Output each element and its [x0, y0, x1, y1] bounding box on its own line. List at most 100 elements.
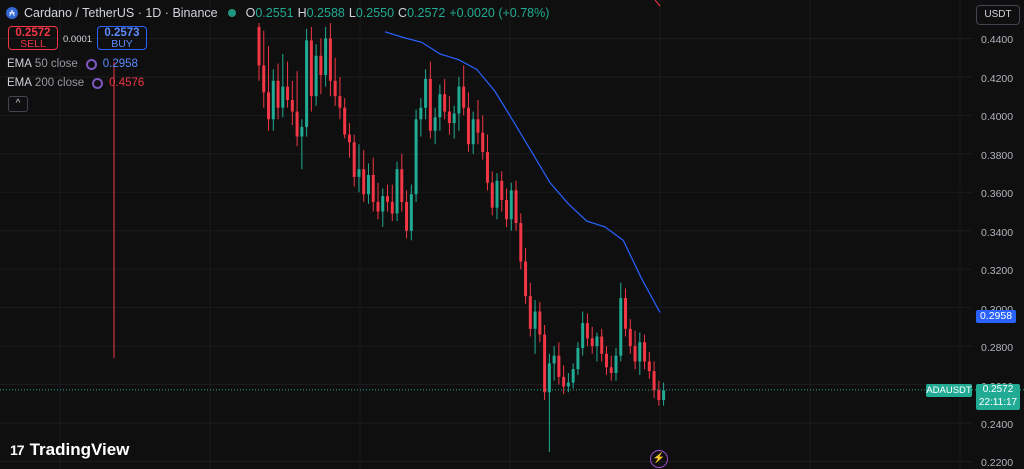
indicator-settings-icon[interactable]: [92, 77, 104, 89]
candle-body: [619, 298, 623, 356]
candle-body: [314, 55, 318, 97]
candle-body: [333, 80, 337, 97]
indicator-ema200[interactable]: EMA 200 close 0.4576: [7, 77, 144, 89]
candle-body: [452, 113, 456, 124]
event-marker-line-top: [654, 0, 661, 7]
candle-body: [347, 134, 351, 143]
ohlc-close-label: C: [398, 6, 408, 20]
indicator-settings-icon[interactable]: [85, 58, 97, 70]
candle-body: [381, 196, 385, 212]
candle-body: [519, 223, 523, 262]
buy-price: 0.2573: [104, 27, 140, 39]
candle-body: [657, 390, 661, 400]
sell-button[interactable]: 0.2572 SELL: [8, 26, 58, 50]
candle-body: [305, 40, 309, 127]
currency-button[interactable]: USDT: [976, 5, 1020, 25]
candle-body: [543, 334, 547, 393]
candle-body: [662, 390, 666, 400]
indicator-name: EMA: [7, 77, 32, 89]
candle-body: [286, 86, 290, 101]
candle-body: [566, 382, 570, 387]
candle-body: [443, 94, 447, 112]
bar-countdown: 22:11:17: [978, 396, 1018, 408]
candle-body: [652, 371, 656, 391]
candle-body: [533, 311, 537, 329]
candle-body: [419, 107, 423, 120]
y-axis-tick: 0.3400: [981, 227, 1014, 239]
candle-body: [495, 180, 499, 208]
symbol-title[interactable]: Cardano / TetherUS · 1D · Binance: [24, 6, 218, 20]
candle-body: [424, 78, 428, 108]
candle-body: [357, 169, 361, 177]
brand-name: TradingView: [29, 440, 130, 459]
collapse-legend-button[interactable]: ^: [8, 96, 28, 112]
y-axis-tick: 0.2400: [981, 419, 1014, 431]
buy-label: BUY: [111, 38, 133, 50]
candle-body: [595, 336, 599, 347]
tradingview-logo[interactable]: 17 TradingView: [10, 440, 129, 460]
candle-body: [576, 348, 580, 370]
ohlc-open-value: 0.2551: [255, 6, 294, 20]
candle-body: [324, 38, 328, 76]
candle-body: [547, 363, 551, 393]
last-price-badge: 0.2572 22:11:17: [976, 384, 1020, 410]
ohlc-low-value: 0.2550: [355, 6, 395, 20]
candle-body: [395, 169, 399, 214]
ohlc-high-value: 0.2588: [306, 6, 345, 20]
indicator-params: 50 close: [34, 58, 78, 70]
candle-body: [609, 367, 613, 374]
candles: [257, 23, 666, 452]
candle-body: [295, 111, 299, 137]
ohlc-high-label: H: [297, 6, 307, 20]
candle-body: [481, 132, 485, 152]
candle-body: [447, 111, 451, 124]
indicator-value: 0.4576: [109, 77, 145, 89]
candle-body: [514, 190, 518, 224]
candle-body: [604, 353, 608, 368]
symbol-badge: ADAUSDT: [926, 384, 972, 397]
candle-body: [571, 369, 575, 383]
tradingview-logo-icon: 17: [10, 442, 25, 458]
candle-body: [509, 190, 513, 220]
candle-body: [409, 194, 413, 231]
candle-body: [538, 311, 542, 335]
indicator-params: 200 close: [34, 77, 85, 89]
candle-body: [376, 201, 380, 212]
candle-body: [524, 261, 528, 297]
lightning-icon[interactable]: ⚡: [650, 450, 668, 468]
candle-body: [319, 55, 323, 76]
indicator-ema50[interactable]: EMA 50 close 0.2958: [7, 58, 138, 70]
candle-body: [257, 26, 261, 66]
candle-body: [290, 100, 294, 112]
candle-body: [267, 92, 271, 120]
candle-body: [414, 119, 418, 195]
candle-body: [590, 338, 594, 347]
candle-body: [262, 65, 266, 93]
ema50-price-badge: 0.2958: [976, 310, 1016, 323]
y-axis-tick: 0.2200: [981, 457, 1014, 469]
buy-button[interactable]: 0.2573 BUY: [97, 26, 147, 50]
y-axis-tick: 0.2800: [981, 342, 1014, 354]
candle-body: [638, 342, 642, 362]
y-axis-tick: 0.3800: [981, 150, 1014, 162]
candle-body: [343, 107, 347, 135]
candle-body: [647, 361, 651, 372]
indicator-value: 0.2958: [102, 58, 138, 70]
candle-body: [276, 80, 280, 108]
candle-body: [600, 336, 604, 354]
candle-body: [471, 119, 475, 145]
candle-body: [271, 80, 275, 120]
candle-body: [371, 174, 375, 202]
symbol-header: ₳ Cardano / TetherUS · 1D · Binance O 0.2…: [6, 6, 549, 20]
candle-body: [500, 180, 504, 200]
candle-body: [476, 119, 480, 133]
candle-body: [557, 355, 561, 377]
candle-body: [400, 169, 404, 202]
candle-body: [552, 355, 556, 364]
candle-body: [433, 117, 437, 131]
candle-body: [328, 38, 332, 81]
candle-body: [466, 107, 470, 145]
candle-body: [628, 328, 632, 347]
candle-body: [490, 182, 494, 208]
